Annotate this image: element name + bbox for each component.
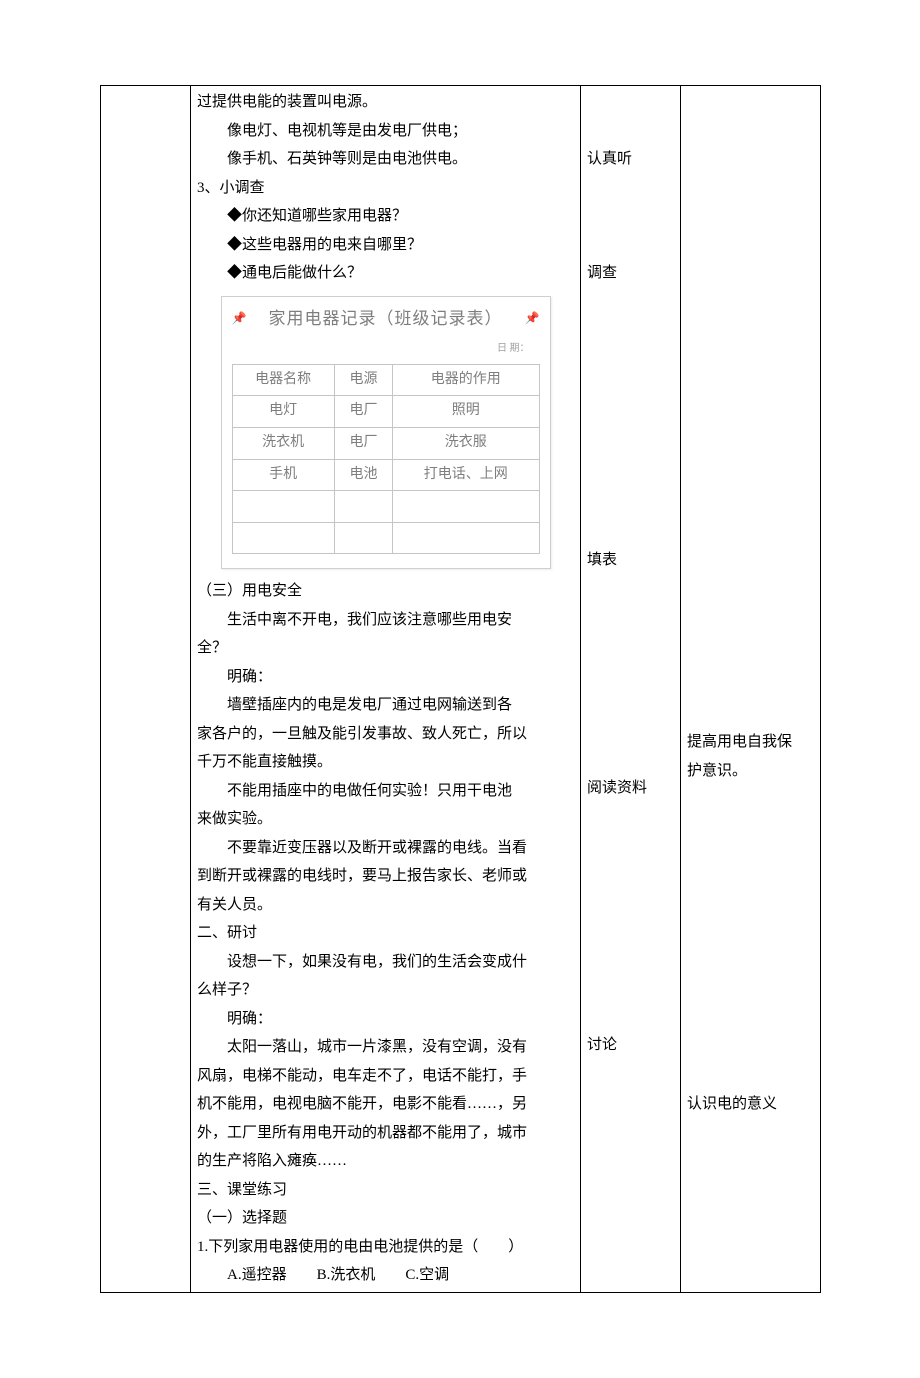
- td: 洗衣机: [232, 427, 334, 459]
- appliance-card: 📌 家用电器记录（班级记录表） 📌 日 期： 电器名称 电源 电器的作用 电灯: [221, 296, 551, 570]
- td: [334, 522, 392, 554]
- text-line: 来做实验。: [197, 805, 574, 834]
- text-line: 到断开或裸露的电线时，要马上报告家长、老师或: [197, 862, 574, 891]
- text-line: 机不能用，电视电脑不能开，电影不能看……，另: [197, 1090, 574, 1119]
- design-intent-meaning: 认识电的意义: [687, 1090, 814, 1119]
- design-intent-safety-l2: 护意识。: [687, 757, 814, 786]
- col-3-student-activity: 认真听 调查 填表 阅读资料: [581, 86, 681, 1293]
- td: 电厂: [334, 427, 392, 459]
- col-1-empty: [101, 86, 191, 1293]
- td: 打电话、上网: [393, 459, 539, 491]
- text-line: A.遥控器 B.洗衣机 C.空调: [197, 1261, 574, 1290]
- card-date-label: 日 期：: [232, 335, 540, 364]
- text-line: 墙壁插座内的电是发电厂通过电网输送到各: [197, 691, 574, 720]
- table-row: [232, 491, 539, 523]
- text-line: 设想一下，如果没有电，我们的生活会变成什: [197, 948, 574, 977]
- text-line: 二、研讨: [197, 919, 574, 948]
- text-line: ◆这些电器用的电来自哪里？: [197, 231, 574, 260]
- text-line: （三）用电安全: [197, 577, 574, 606]
- text-line: 3、小调查: [197, 174, 574, 203]
- td: 电厂: [334, 396, 392, 428]
- pin-icon: 📌: [232, 307, 247, 330]
- text-line: 不要靠近变压器以及断开或裸露的电线。当看: [197, 834, 574, 863]
- table-row: 洗衣机 电厂 洗衣服: [232, 427, 539, 459]
- col-4-design-intent: 提高用电自我保 护意识。 认识电的意义: [681, 86, 821, 1293]
- col-2-teacher-activity: 过提供电能的装置叫电源。 像电灯、电视机等是由发电厂供电； 像手机、石英钟等则是…: [191, 86, 581, 1293]
- student-activity-read: 阅读资料: [587, 774, 674, 803]
- text-line: 1.下列家用电器使用的电由电池提供的是（ ）: [197, 1233, 574, 1262]
- td: 电池: [334, 459, 392, 491]
- table-row: 电灯 电厂 照明: [232, 396, 539, 428]
- td: 手机: [232, 459, 334, 491]
- text-line: 不能用插座中的电做任何实验！只用干电池: [197, 777, 574, 806]
- text-line: 千万不能直接触摸。: [197, 748, 574, 777]
- table-row: [232, 522, 539, 554]
- text-line: 风扇，电梯不能动，电车走不了，电话不能打，手: [197, 1062, 574, 1091]
- th-source: 电源: [334, 364, 392, 396]
- text-line: 过提供电能的装置叫电源。: [197, 88, 574, 117]
- table-header-row: 电器名称 电源 电器的作用: [232, 364, 539, 396]
- text-line: ◆通电后能做什么？: [197, 259, 574, 288]
- text-line: 像电灯、电视机等是由发电厂供电；: [197, 117, 574, 146]
- text-line: 么样子？: [197, 976, 574, 1005]
- td: 洗衣服: [393, 427, 539, 459]
- td: [334, 491, 392, 523]
- text-line: （一）选择题: [197, 1204, 574, 1233]
- td: 电灯: [232, 396, 334, 428]
- td: [393, 491, 539, 523]
- text-line: 家各户的，一旦触及能引发事故、致人死亡，所以: [197, 720, 574, 749]
- card-title: 家用电器记录（班级记录表）: [246, 303, 524, 335]
- text-line: 明确：: [197, 1005, 574, 1034]
- text-line: 三、课堂练习: [197, 1176, 574, 1205]
- text-line: 像手机、石英钟等则是由电池供电。: [197, 145, 574, 174]
- td: [232, 522, 334, 554]
- design-intent-safety: 提高用电自我保: [687, 728, 814, 757]
- td: 照明: [393, 396, 539, 428]
- lesson-plan-table: 过提供电能的装置叫电源。 像电灯、电视机等是由发电厂供电； 像手机、石英钟等则是…: [100, 85, 821, 1293]
- th-name: 电器名称: [232, 364, 334, 396]
- text-line: 有关人员。: [197, 891, 574, 920]
- page: 过提供电能的装置叫电源。 像电灯、电视机等是由发电厂供电； 像手机、石英钟等则是…: [0, 0, 920, 1378]
- pin-icon: 📌: [525, 307, 540, 330]
- td: [232, 491, 334, 523]
- text-line: 生活中离不开电，我们应该注意哪些用电安: [197, 606, 574, 635]
- appliance-table: 电器名称 电源 电器的作用 电灯 电厂 照明 洗衣机 电厂 洗衣服: [232, 364, 540, 555]
- text-line: 外，工厂里所有用电开动的机器都不能用了，城市: [197, 1119, 574, 1148]
- student-activity-listen: 认真听: [587, 145, 674, 174]
- card-title-row: 📌 家用电器记录（班级记录表） 📌: [232, 303, 540, 335]
- student-activity-survey: 调查: [587, 259, 674, 288]
- text-line: 全？: [197, 634, 574, 663]
- th-function: 电器的作用: [393, 364, 539, 396]
- text-line: 太阳一落山，城市一片漆黑，没有空调，没有: [197, 1033, 574, 1062]
- td: [393, 522, 539, 554]
- table-row: 手机 电池 打电话、上网: [232, 459, 539, 491]
- student-activity-discuss: 讨论: [587, 1031, 674, 1060]
- text-line: ◆你还知道哪些家用电器？: [197, 202, 574, 231]
- text-line: 的生产将陷入瘫痪……: [197, 1147, 574, 1176]
- text-line: 明确：: [197, 663, 574, 692]
- student-activity-fill-table: 填表: [587, 546, 674, 575]
